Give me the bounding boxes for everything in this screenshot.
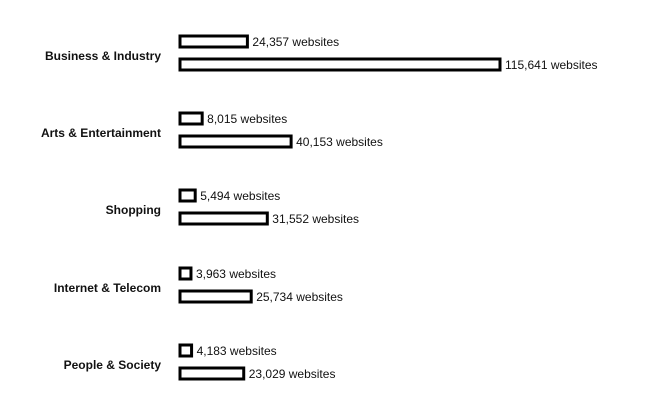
bar: [178, 289, 253, 304]
bar: [178, 188, 197, 203]
bar: [178, 111, 204, 126]
category-labels: Business & Industry Arts & Entertainment S…: [41, 49, 161, 372]
value-labels: 24,357 websites 115,641 websites 8,015 web…: [196, 35, 598, 381]
category-label: Arts & Entertainment: [41, 126, 161, 140]
value-label: 4,183 websites: [197, 344, 277, 358]
bar: [178, 134, 293, 149]
bars: [178, 34, 502, 381]
bar: [178, 266, 193, 281]
value-label: 115,641 websites: [505, 58, 598, 72]
bar: [178, 211, 269, 226]
category-label: Business & Industry: [45, 49, 161, 63]
bar: [178, 34, 249, 49]
value-label: 40,153 websites: [296, 135, 383, 149]
bar: [178, 343, 194, 358]
value-label: 23,029 websites: [249, 367, 336, 381]
value-label: 25,734 websites: [256, 290, 343, 304]
value-label: 8,015 websites: [207, 112, 287, 126]
category-label: People & Society: [64, 358, 162, 372]
value-label: 3,963 websites: [196, 267, 276, 281]
value-label: 5,494 websites: [200, 189, 280, 203]
value-label: 31,552 websites: [272, 212, 359, 226]
category-label: Shopping: [106, 203, 161, 217]
value-label: 24,357 websites: [252, 35, 339, 49]
bar: [178, 57, 502, 72]
bar: [178, 366, 246, 381]
category-label: Internet & Telecom: [54, 281, 161, 295]
